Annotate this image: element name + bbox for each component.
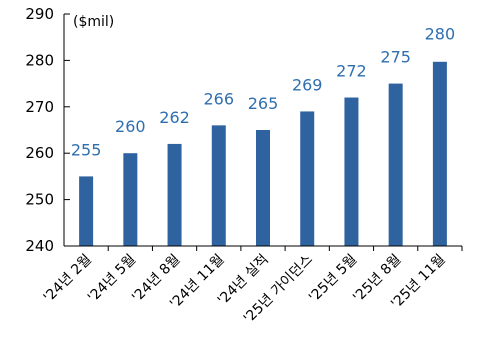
data-label: 272 [336, 62, 367, 81]
x-axis: '24년 2월'24년 5월'24년 8월'24년 11월'24년 실적'25년… [41, 245, 463, 327]
y-tick-label: 240 [25, 237, 54, 255]
y-tick-label: 260 [25, 144, 54, 162]
bars [79, 61, 447, 247]
y-tick-label: 250 [25, 191, 54, 209]
y-tick-label: 270 [25, 98, 54, 116]
data-label: 265 [248, 94, 279, 113]
bar [432, 61, 447, 247]
bar [344, 97, 359, 247]
bar [256, 130, 270, 246]
bar [123, 153, 138, 246]
y-tick-label: 280 [25, 51, 54, 69]
y-tick-label: 290 [25, 5, 54, 23]
bar [300, 111, 315, 246]
bar [388, 83, 403, 246]
bar [167, 143, 182, 246]
data-label: 280 [425, 24, 456, 43]
data-label: 266 [204, 89, 235, 108]
bar [79, 176, 94, 246]
data-label: 260 [115, 117, 146, 136]
data-label: 269 [292, 75, 323, 94]
y-axis: 240 250 260 270 280 290 [25, 5, 70, 255]
data-label: 262 [159, 108, 190, 127]
data-label: 255 [71, 140, 102, 159]
unit-label: ($mil) [73, 14, 114, 30]
data-label: 275 [380, 48, 411, 67]
bar [211, 125, 226, 246]
data-labels: 255 260 262 266 265 269 272 275 280 [71, 24, 455, 159]
